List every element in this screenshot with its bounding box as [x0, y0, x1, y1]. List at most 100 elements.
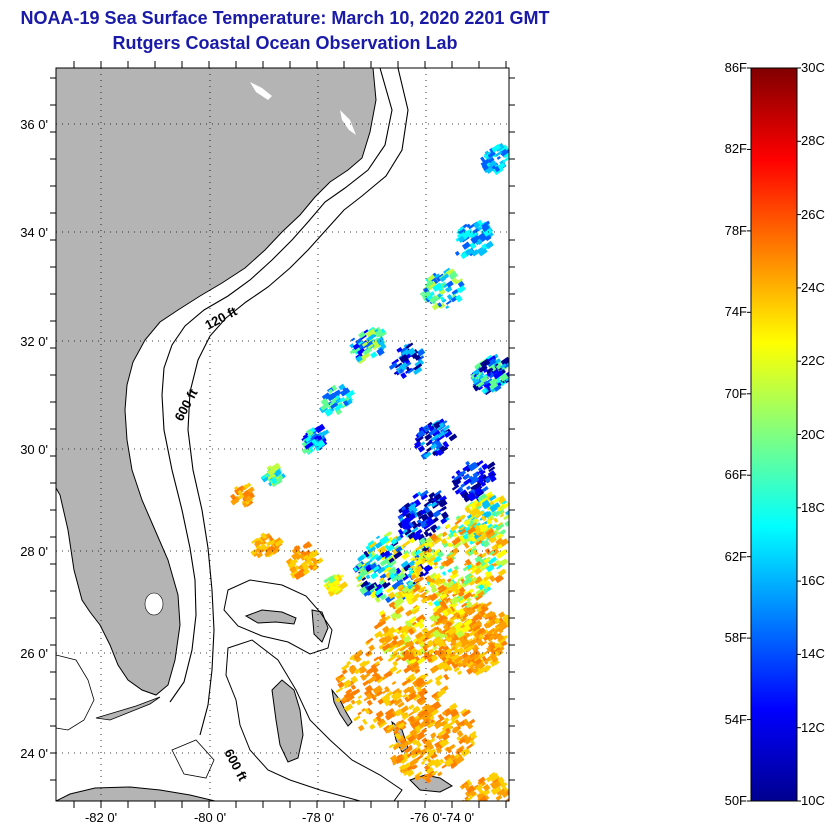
sst-pixel: [443, 753, 452, 761]
sst-pixel: [406, 765, 414, 772]
sst-pixel: [387, 566, 398, 576]
sst-pixel: [399, 633, 406, 640]
sst-pixel: [408, 744, 413, 750]
sst-pixel: [478, 584, 485, 591]
sst-pixel: [407, 586, 416, 593]
sst-pixel: [394, 726, 400, 732]
sst-pixel: [499, 506, 505, 511]
sst-pixel: [264, 549, 273, 557]
sst-pixel: [361, 341, 369, 347]
sst-pixel: [485, 664, 492, 671]
sst-pixel: [453, 611, 459, 618]
sst-pixel: [437, 771, 443, 777]
sst-pixel: [313, 435, 320, 440]
sst-pixel: [451, 568, 459, 576]
sst-pixel: [441, 609, 449, 617]
sst-pixel: [449, 571, 459, 580]
sst-pixel: [379, 593, 387, 601]
sst-pixel: [475, 476, 484, 485]
sst-pixel: [260, 540, 267, 546]
sst-pixel: [457, 576, 464, 582]
sst-pixel: [421, 728, 428, 734]
sst-pixel: [476, 372, 483, 378]
sst-pixel: [407, 617, 417, 625]
map-title: NOAA-19 Sea Surface Temperature: March 1…: [20, 8, 550, 28]
sst-pixel: [456, 736, 461, 741]
sst-pixel: [439, 289, 446, 296]
sst-pixel: [341, 669, 348, 675]
sst-pixel: [441, 721, 449, 729]
sst-pixel: [471, 617, 478, 623]
sst-pixel: [471, 249, 480, 257]
sst-pixel: [399, 346, 408, 354]
sst-pixel: [424, 653, 430, 659]
sst-pixel: [466, 526, 477, 535]
sst-pixel: [327, 588, 338, 597]
sst-pixel: [305, 428, 311, 434]
sst-pixel: [335, 686, 344, 694]
sst-pixel: [388, 362, 398, 370]
sst-pixel: [427, 706, 436, 715]
sst-pixel: [474, 567, 483, 576]
sst-pixel: [495, 806, 502, 813]
sst-pixel: [430, 708, 439, 717]
sst-pixel: [273, 469, 282, 478]
sst-pixel: [424, 705, 429, 710]
sst-pixel: [354, 668, 361, 675]
sst-pixel: [475, 783, 483, 791]
sst-pixel: [396, 347, 403, 353]
sst-pixel: [460, 602, 468, 608]
sst-pixel: [495, 521, 503, 529]
colorbar-celsius-label: 26C: [801, 206, 825, 222]
sst-pixel: [427, 553, 436, 561]
sst-pixel: [481, 163, 489, 171]
sst-pixel: [357, 711, 362, 716]
sst-pixel: [458, 228, 466, 235]
sst-pixel: [400, 560, 410, 569]
sst-pixel: [350, 337, 356, 342]
sst-pixel: [414, 354, 421, 361]
sst-pixel: [466, 223, 471, 228]
sst-pixel: [425, 766, 434, 775]
sst-pixel: [260, 532, 267, 540]
sst-pixel: [471, 228, 479, 235]
sst-pixel: [436, 598, 441, 602]
land-grand-bahama: [244, 609, 297, 625]
sst-pixel: [455, 630, 465, 639]
sst-pixel: [426, 554, 437, 564]
sst-pixel: [242, 501, 248, 508]
sst-pixel: [474, 524, 481, 531]
sst-pixel: [413, 577, 420, 584]
sst-pixel: [477, 460, 484, 466]
sst-pixel: [375, 715, 382, 723]
sst-pixel: [374, 588, 384, 596]
sst-pixel: [422, 636, 430, 643]
sst-pixel: [470, 373, 476, 378]
sst-pixel: [496, 523, 505, 531]
sst-pixel: [350, 699, 356, 705]
sst-pixel: [430, 501, 438, 508]
sst-pixel: [399, 644, 409, 652]
sst-pixel: [326, 392, 337, 402]
sst-pixel: [304, 435, 313, 443]
sst-pixel: [377, 566, 386, 575]
sst-pixel: [399, 741, 406, 748]
sst-pixel: [450, 763, 458, 769]
sst-pixel: [436, 434, 445, 442]
sst-pixel: [380, 613, 386, 619]
sst-pixel: [460, 637, 469, 646]
sst-pixel: [302, 543, 309, 549]
sst-pixel: [386, 626, 396, 636]
sst-pixel: [446, 294, 453, 301]
sst-pixel: [417, 543, 425, 550]
sst-pixel: [391, 680, 397, 686]
sst-pixel: [432, 450, 438, 457]
sst-pixel: [404, 592, 415, 602]
sst-pixel: [349, 655, 355, 661]
sst-pixel: [480, 375, 489, 384]
sound-pamlico: [340, 110, 356, 135]
sst-pixel: [486, 620, 491, 624]
sst-pixel: [463, 542, 470, 549]
sst-pixel: [436, 614, 445, 622]
